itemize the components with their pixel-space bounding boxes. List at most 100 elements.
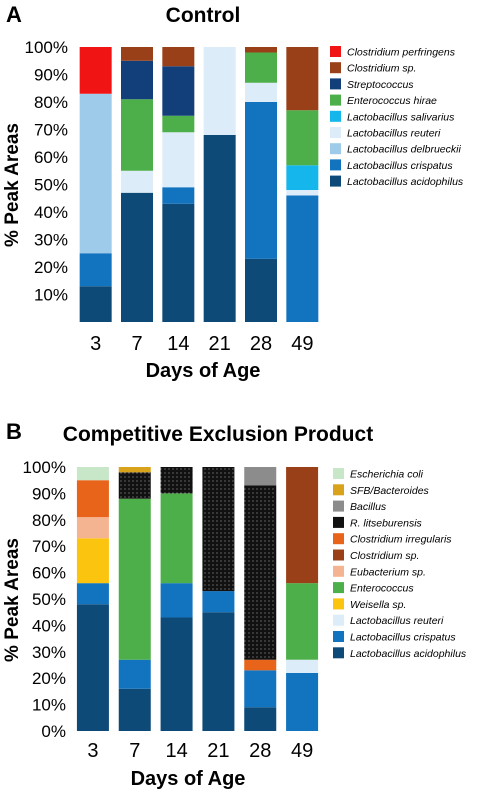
- y-tick-label: 10%: [34, 286, 68, 305]
- legend-swatch: [333, 484, 344, 496]
- bar-segment: [244, 485, 277, 660]
- bar-segment: [76, 538, 109, 584]
- x-tick-labels: 3 7 14 21 28 49: [90, 333, 313, 355]
- x-axis-label: Days of Age: [131, 768, 246, 790]
- bar-segment: [286, 110, 319, 166]
- legend-swatch: [333, 468, 344, 479]
- bar-segment: [245, 258, 277, 322]
- y-tick-label: 60%: [32, 564, 66, 583]
- y-tick-label: 100%: [25, 38, 68, 57]
- y-tick-label: 20%: [32, 669, 66, 688]
- bar-segment: [79, 286, 112, 322]
- bar-segment: [79, 253, 112, 287]
- bar-segment: [286, 467, 319, 584]
- x-tick-label: 28: [249, 740, 271, 762]
- x-tick-label: 7: [129, 740, 140, 762]
- legend-label: Eubacterium sp.: [350, 566, 426, 578]
- bar-segment: [76, 480, 109, 518]
- bar-segment: [162, 47, 195, 67]
- legend-label: Lactobacillus crispatus: [347, 160, 453, 172]
- bar-segment: [162, 115, 195, 133]
- bar-segment: [286, 165, 319, 190]
- bar-segment: [245, 102, 277, 259]
- bar-segment: [160, 493, 193, 584]
- legend-swatch: [333, 598, 344, 610]
- stacked-bars: [79, 47, 319, 322]
- legend-swatch: [333, 516, 344, 528]
- bar-segment: [203, 135, 236, 322]
- bar-segment: [76, 604, 109, 731]
- x-tick-label: 28: [250, 333, 272, 355]
- bar-segment: [286, 47, 319, 111]
- x-tick-label: 14: [165, 740, 187, 762]
- x-tick-label: 21: [207, 740, 229, 762]
- bar-segment: [160, 467, 193, 494]
- legend-label: Clostridium sp.: [350, 550, 419, 562]
- y-tick-label: 80%: [34, 93, 68, 112]
- bar-segment: [118, 688, 151, 731]
- legend-swatch: [330, 127, 341, 138]
- bar-segment: [245, 82, 277, 102]
- y-axis-label: % Peak Areas: [2, 123, 23, 247]
- y-tick-label: 10%: [32, 696, 66, 715]
- x-tick-label: 7: [131, 333, 142, 355]
- y-tick-label: 90%: [34, 66, 68, 85]
- bar-segment: [76, 517, 109, 539]
- y-axis-label: % Peak Areas: [2, 538, 23, 662]
- bar-segment: [76, 583, 109, 605]
- legend-label: Bacillus: [350, 501, 387, 513]
- bar-segment: [162, 203, 195, 322]
- legend-label: Lactobacillus reuteri: [347, 128, 441, 140]
- y-tick-label: 20%: [34, 258, 68, 277]
- legend-swatch: [333, 565, 344, 577]
- legend-swatch: [333, 631, 344, 642]
- chart-panel-b: B Competitive Exclusion Product % Peak A…: [2, 419, 467, 790]
- legend-label: Lactobacillus salivarius: [347, 111, 455, 123]
- bar-segment: [202, 467, 235, 592]
- bar-segment: [118, 659, 151, 689]
- legend-label: Enterococcus: [350, 583, 414, 595]
- chart-title: Control: [166, 4, 241, 27]
- legend-label: Enterococcus hirae: [347, 95, 437, 107]
- bar-segment: [202, 612, 235, 731]
- legend-label: Weisella sp.: [350, 599, 406, 611]
- bar-segment: [121, 47, 153, 61]
- y-tick-label: 40%: [32, 616, 66, 635]
- y-tick-label: 70%: [34, 121, 68, 140]
- legend-swatch: [330, 159, 341, 171]
- bar-segment: [245, 47, 277, 53]
- x-tick-label: 49: [291, 740, 313, 762]
- bar-segment: [121, 99, 153, 171]
- stacked-bars: [76, 467, 319, 731]
- chart-title: Competitive Exclusion Product: [63, 423, 373, 446]
- y-tick-label: 0%: [41, 722, 66, 741]
- legend-label: SFB/Bacteroides: [350, 485, 430, 497]
- x-tick-label: 49: [291, 333, 313, 355]
- bar-segment: [79, 93, 112, 254]
- legend-label: Lactobacillus acidophilus: [347, 176, 464, 188]
- legend-swatch: [330, 143, 341, 155]
- panel-letter: A: [6, 2, 22, 27]
- y-tick-label: 100%: [23, 458, 66, 477]
- bar-segment: [79, 47, 112, 94]
- legend-swatch: [330, 62, 341, 74]
- legend-swatch: [333, 533, 344, 545]
- legend-label: Clostridium sp.: [347, 63, 416, 75]
- x-tick-label: 14: [167, 333, 189, 355]
- bar-segment: [121, 192, 153, 322]
- bar-segment: [244, 670, 277, 708]
- y-tick-labels: 10% 20% 30% 40% 50% 60% 70% 80% 90% 100%: [25, 38, 68, 305]
- bar-segment: [203, 47, 236, 135]
- y-tick-label: 60%: [34, 148, 68, 167]
- legend-swatch: [330, 94, 341, 106]
- legend-label: Streptococcus: [347, 79, 414, 91]
- bar-segment: [121, 60, 153, 100]
- bar-segment: [244, 707, 277, 731]
- x-tick-labels: 3 7 14 21 28 49: [87, 740, 313, 762]
- bar-segment: [160, 617, 193, 731]
- legend-swatch: [333, 614, 344, 626]
- y-tick-label: 70%: [32, 537, 66, 556]
- bar-segment: [286, 195, 319, 322]
- y-tick-labels: 0% 10% 20% 30% 40% 50% 60% 70% 80% 90% 100%: [23, 458, 66, 741]
